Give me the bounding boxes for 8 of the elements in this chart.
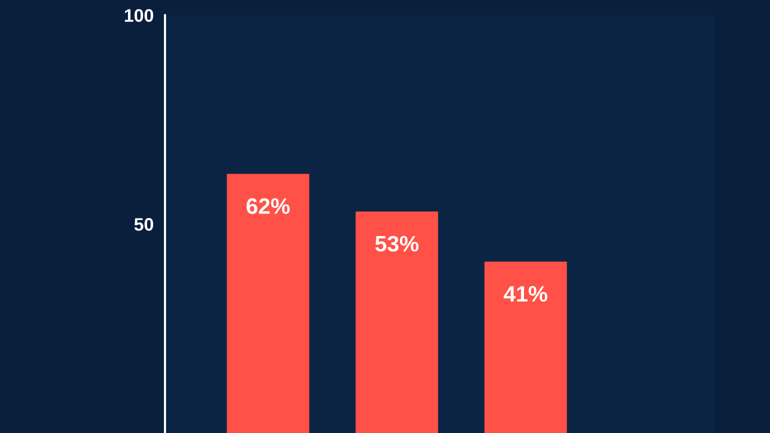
bar — [226, 174, 310, 433]
data-label: 62% — [246, 198, 290, 214]
data-label: 41% — [504, 286, 548, 302]
y-tick-label: 50 — [134, 218, 154, 231]
data-label: 53% — [375, 236, 419, 252]
bar — [356, 212, 438, 433]
bar — [484, 262, 567, 433]
y-tick-label: 100 — [124, 9, 154, 22]
